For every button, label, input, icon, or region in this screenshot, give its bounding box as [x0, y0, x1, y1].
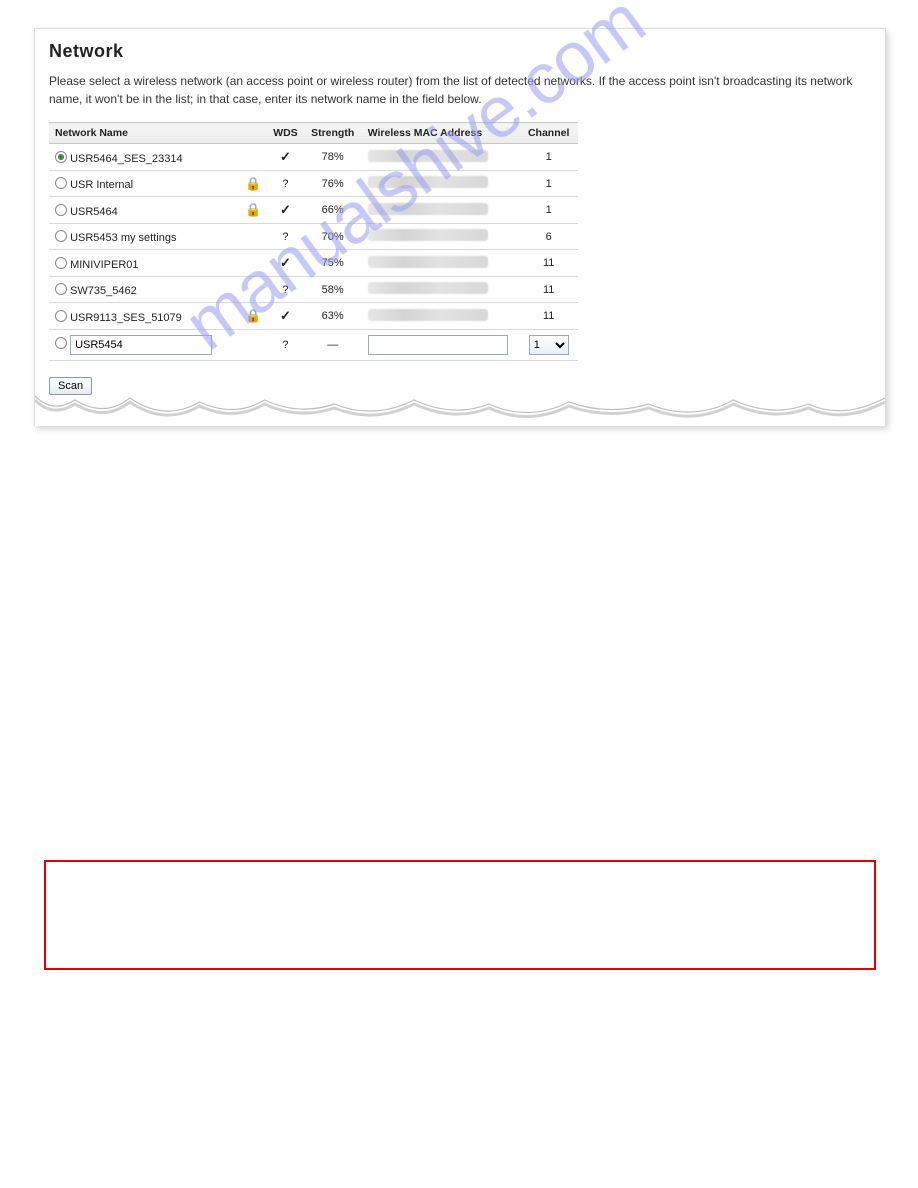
strength-value: 75% [304, 250, 362, 277]
lock-icon: 🔒 [245, 202, 261, 217]
col-lock [239, 123, 267, 144]
table-row: USR5453 my settings? 70% 6 [49, 224, 578, 250]
col-mac: Wireless MAC Address [362, 123, 520, 144]
network-table: Network Name WDS Strength Wireless MAC A… [49, 122, 578, 361]
mac-address [368, 282, 488, 294]
channel-value: 11 [520, 250, 578, 277]
manual-channel-select[interactable]: 1 [529, 335, 569, 355]
network-radio[interactable] [55, 310, 67, 322]
wds-value: ? [282, 284, 288, 296]
mac-address [368, 150, 488, 162]
network-name-label: MINIVIPER01 [70, 259, 138, 271]
network-radio[interactable] [55, 204, 67, 216]
network-radio[interactable] [55, 337, 67, 349]
network-panel: Network Please select a wireless network… [34, 28, 886, 426]
wds-value: ? [267, 330, 304, 361]
network-name-label: USR5464 [70, 206, 118, 218]
strength-value: 66% [304, 197, 362, 224]
table-row: USR5464_SES_23314 ✓ 78% 1 [49, 144, 578, 171]
col-wds: WDS [267, 123, 304, 144]
channel-value: 1 [520, 144, 578, 171]
wds-value: ✓ [280, 255, 291, 270]
highlight-box [44, 860, 876, 970]
table-row: USR5464 🔒 ✓ 66% 1 [49, 197, 578, 224]
channel-value: 11 [520, 277, 578, 303]
network-radio[interactable] [55, 257, 67, 269]
table-row: SW735_5462? 58% 11 [49, 277, 578, 303]
network-name-label: USR Internal [70, 179, 133, 191]
network-name-label: USR9113_SES_51079 [70, 312, 182, 324]
channel-value: 1 [520, 197, 578, 224]
lock-icon: 🔒 [245, 308, 261, 323]
wds-value: ✓ [280, 202, 291, 217]
strength-value: 58% [304, 277, 362, 303]
wds-value: ✓ [280, 149, 291, 164]
network-radio[interactable] [55, 151, 67, 163]
col-strength: Strength [304, 123, 362, 144]
channel-value: 11 [520, 303, 578, 330]
lock-icon: 🔒 [245, 176, 261, 191]
torn-edge [35, 388, 885, 426]
mac-address [368, 203, 488, 215]
table-row: USR Internal 🔒? 76% 1 [49, 171, 578, 197]
mac-address [368, 229, 488, 241]
table-row: MINIVIPER01 ✓ 75% 11 [49, 250, 578, 277]
mac-address [368, 309, 488, 321]
strength-value: 76% [304, 171, 362, 197]
panel-title: Network [49, 41, 871, 62]
strength-value: — [304, 330, 362, 361]
network-name-label: SW735_5462 [70, 285, 137, 297]
strength-value: 70% [304, 224, 362, 250]
network-radio[interactable] [55, 230, 67, 242]
col-network-name: Network Name [49, 123, 239, 144]
mac-address [368, 176, 488, 188]
col-channel: Channel [520, 123, 578, 144]
mac-address [368, 256, 488, 268]
channel-value: 6 [520, 224, 578, 250]
manual-network-input[interactable] [70, 335, 212, 355]
strength-value: 63% [304, 303, 362, 330]
wds-value: ✓ [280, 308, 291, 323]
network-radio[interactable] [55, 283, 67, 295]
network-name-label: USR5464_SES_23314 [70, 153, 183, 165]
wds-value: ? [282, 231, 288, 243]
strength-value: 78% [304, 144, 362, 171]
network-name-label: USR5453 my settings [70, 232, 176, 244]
manual-mac-input[interactable] [368, 335, 508, 355]
scan-button[interactable]: Scan [49, 377, 92, 395]
table-row: USR9113_SES_51079 🔒 ✓ 63% 11 [49, 303, 578, 330]
panel-description: Please select a wireless network (an acc… [49, 72, 871, 108]
channel-value: 1 [520, 171, 578, 197]
network-radio[interactable] [55, 177, 67, 189]
table-row-manual: ?— 1 [49, 330, 578, 361]
wds-value: ? [282, 178, 288, 190]
